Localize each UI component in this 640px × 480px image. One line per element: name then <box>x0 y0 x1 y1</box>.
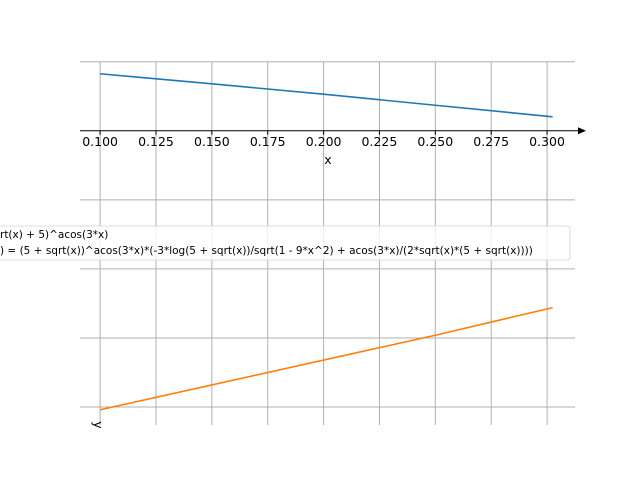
legend-entry-f: rt(x) + 5)^acos(3*x) <box>0 229 108 241</box>
series-group <box>99 72 553 411</box>
x-tick-label: 0.200 <box>306 134 342 149</box>
y-axis-label: y <box>91 421 106 429</box>
x-tick-labels: 0.100 0.125 0.150 0.175 0.200 0.225 0.250 0.275… <box>82 130 565 149</box>
x-tick-label: 0.250 <box>417 134 453 149</box>
x-tick-label: 0.175 <box>250 134 286 149</box>
x-axis-label: x <box>324 152 331 167</box>
x-tick-label: 0.150 <box>194 134 230 149</box>
x-tick-label: 0.225 <box>362 134 398 149</box>
x-tick-label: 0.300 <box>529 134 565 149</box>
x-axis <box>80 127 586 135</box>
legend-box <box>0 225 571 261</box>
x-axis-arrow-icon <box>578 127 586 135</box>
series-line-1 <box>99 306 553 411</box>
legend-entry-derivative: ) = (5 + sqrt(x))^acos(3*x)*(-3*log(5 + … <box>0 245 533 257</box>
series-line-0 <box>100 72 553 118</box>
x-tick-label: 0.275 <box>473 134 509 149</box>
legend: rt(x) + 5)^acos(3*x) ) = (5 + sqrt(x))^a… <box>0 225 571 261</box>
x-tick-label: 0.100 <box>82 134 118 149</box>
x-tick-label: 0.125 <box>138 134 174 149</box>
